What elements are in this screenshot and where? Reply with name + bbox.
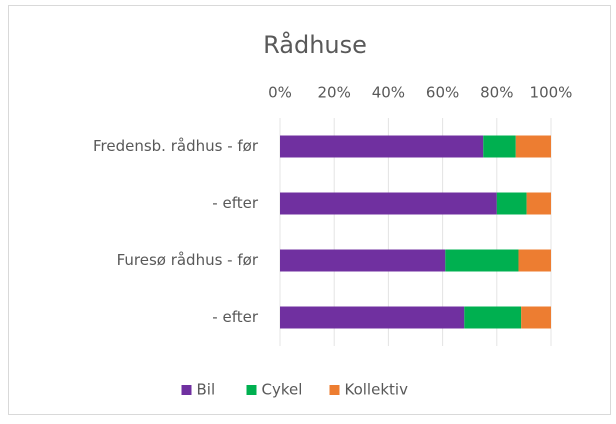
y-tick-label: - efter [212, 308, 259, 326]
chart-title: Rådhuse [263, 30, 367, 59]
bar-segment [483, 135, 516, 158]
bar-segment [515, 135, 551, 158]
x-tick-label: 0% [268, 84, 292, 102]
legend-label: Kollektiv [345, 381, 409, 399]
bar-segment [445, 249, 519, 272]
legend-label: Bil [197, 381, 216, 399]
bar-segment [496, 192, 527, 215]
bar-segment [280, 192, 497, 215]
x-tick-label: 100% [530, 84, 573, 102]
y-tick-label: - efter [212, 194, 259, 212]
bar-segment [464, 306, 522, 329]
legend-swatch [329, 385, 340, 395]
y-tick-label: Fredensb. rådhus - før [93, 137, 259, 155]
bar-segment [521, 306, 551, 329]
bar-segment [280, 135, 484, 158]
legend-label: Cykel [262, 381, 303, 399]
x-tick-label: 40% [372, 84, 405, 102]
x-tick-label: 80% [480, 84, 513, 102]
x-tick-label: 60% [426, 84, 459, 102]
bar-segment [526, 192, 551, 215]
bar-segment [280, 306, 465, 329]
legend-swatch [181, 385, 192, 395]
legend-swatch [246, 385, 257, 395]
x-tick-label: 20% [318, 84, 351, 102]
y-tick-label: Furesø rådhus - før [117, 251, 259, 269]
bar-segment [518, 249, 551, 272]
bar-segment [280, 249, 446, 272]
